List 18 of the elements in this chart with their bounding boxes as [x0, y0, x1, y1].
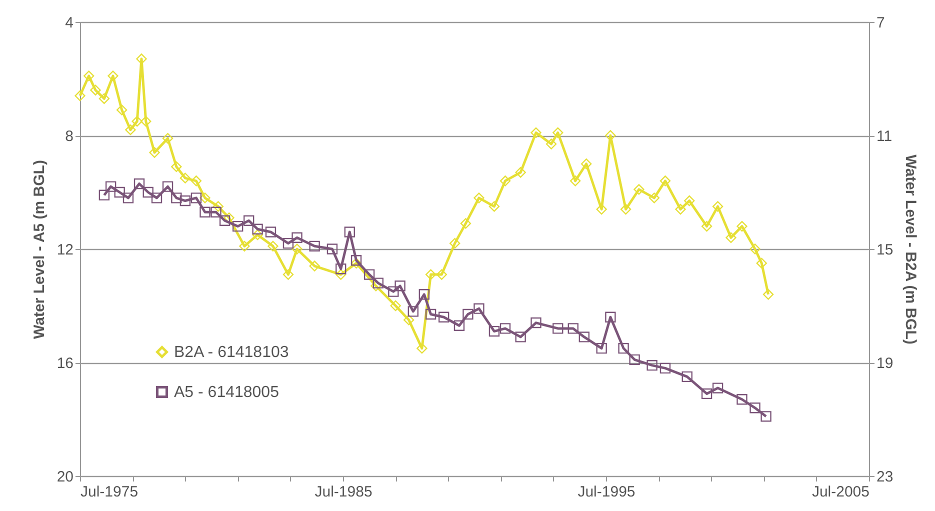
y2-tick-label: 19 — [876, 355, 894, 372]
y-tick-label: 4 — [65, 14, 74, 32]
legend-label: A5 - 61418005 — [174, 384, 280, 401]
y-tick-label: 16 — [56, 355, 74, 372]
y2-tick-label: 7 — [876, 14, 885, 32]
y-axis-title: Water Level - A5 (m BGL) — [30, 160, 48, 339]
y2-axis-title: Water Level - B2A (m BGL) — [902, 154, 920, 344]
x-tick-label: Jul-1975 — [80, 484, 138, 500]
x-tick-label: Jul-1985 — [314, 484, 372, 500]
x-tick-label: Jul-2005 — [812, 484, 870, 500]
y-tick-label: 12 — [56, 242, 74, 258]
legend-label: B2A - 61418103 — [174, 344, 289, 361]
y-tick-label: 20 — [56, 468, 74, 486]
y2-tick-label: 23 — [876, 468, 894, 486]
y2-tick-label: 11 — [876, 128, 892, 145]
x-tick-label: Jul-1995 — [578, 484, 636, 500]
y-tick-label: 8 — [65, 128, 74, 145]
y2-tick-label: 15 — [876, 242, 894, 258]
